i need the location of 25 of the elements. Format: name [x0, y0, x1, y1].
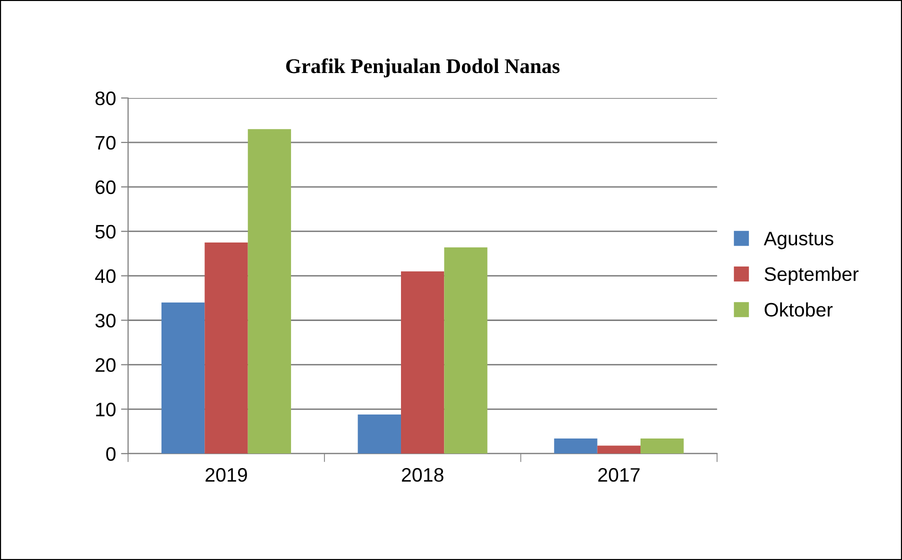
y-tick-label: 70	[96, 136, 116, 150]
chart-title: Grafik Penjualan Dodol Nanas	[286, 58, 560, 78]
bar	[400, 271, 444, 454]
y-tick-label: 30	[95, 314, 116, 328]
bar	[444, 247, 488, 454]
legend-label: September	[764, 266, 859, 285]
x-tick-label: 2017	[598, 468, 640, 482]
y-tick-label: 60	[96, 180, 116, 194]
bar	[358, 414, 401, 454]
y-tick-label: 40	[95, 269, 116, 284]
x-tick-label: 2019	[206, 468, 247, 482]
y-tick-label: 20	[96, 358, 116, 372]
y-tick-label: 10	[96, 402, 116, 416]
legend-label: Oktober	[764, 302, 833, 317]
y-tick-label: 80	[95, 91, 116, 106]
y-tick-label: 50	[95, 224, 116, 239]
x-tick-label: 2018	[402, 468, 444, 482]
bar	[597, 446, 641, 454]
y-tick-label: 0	[106, 447, 116, 461]
bar	[161, 302, 205, 454]
bar	[204, 242, 248, 454]
legend-label: Agustus	[764, 232, 834, 250]
bar	[640, 438, 684, 454]
bar	[554, 438, 598, 454]
bar	[248, 129, 292, 454]
